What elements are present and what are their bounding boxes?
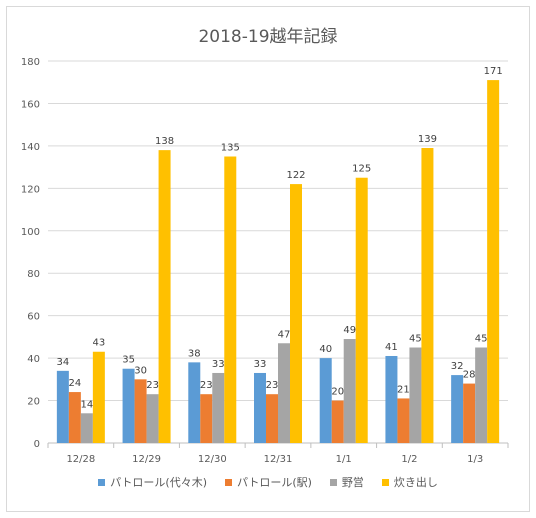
legend-swatch xyxy=(98,478,106,486)
bar-3-12/31 xyxy=(278,343,290,443)
data-label: 125 xyxy=(352,164,371,175)
bar-3-12/30 xyxy=(212,372,225,443)
chart-legend: パトロール(代々木) パトロール(駅) 野営 炊き出し xyxy=(0,474,536,490)
data-label: 33 xyxy=(212,359,225,370)
data-label: 32 xyxy=(451,361,464,372)
bar-2-1/2 xyxy=(397,398,410,443)
x-tick-label: 1/2 xyxy=(401,454,417,465)
bar-2-1/1 xyxy=(331,400,344,443)
y-tick-label: 0 xyxy=(34,439,40,450)
bar-3-1/1 xyxy=(343,339,356,443)
legend-item: 野営 xyxy=(329,474,364,490)
bar-3-12/29 xyxy=(146,394,159,443)
data-label: 23 xyxy=(146,380,159,391)
data-label: 38 xyxy=(188,348,201,359)
x-tick-label: 12/28 xyxy=(66,454,95,465)
bar-2-12/28 xyxy=(68,392,81,443)
legend-item: パトロール(駅) xyxy=(225,474,312,490)
data-label: 45 xyxy=(409,334,422,345)
legend-label: 野営 xyxy=(341,476,364,489)
y-tick-label: 100 xyxy=(21,227,40,238)
x-tick-label: 12/30 xyxy=(198,454,227,465)
bar-4-1/2 xyxy=(421,148,434,443)
bar-1-1/2 xyxy=(385,355,398,443)
data-label: 47 xyxy=(278,329,291,340)
bar-3-1/3 xyxy=(475,347,488,443)
data-label: 23 xyxy=(200,380,213,391)
bar-2-1/3 xyxy=(463,383,476,443)
bar-2-12/31 xyxy=(266,394,278,443)
bar-1-12/29 xyxy=(122,368,135,443)
data-label: 135 xyxy=(221,143,240,154)
x-tick-label: 1/1 xyxy=(336,454,352,465)
data-label: 49 xyxy=(343,325,356,336)
data-label: 21 xyxy=(397,384,410,395)
data-label: 45 xyxy=(475,334,488,345)
bar-4-12/31 xyxy=(290,184,302,444)
bar-2-12/30 xyxy=(200,394,213,443)
data-label: 34 xyxy=(56,357,69,368)
bar-4-1/3 xyxy=(487,80,500,443)
bar-1-12/28 xyxy=(56,370,69,443)
data-label: 40 xyxy=(319,344,332,355)
data-label: 28 xyxy=(463,370,476,381)
chart-title: 2018-19越年記録 xyxy=(198,27,338,47)
y-tick-label: 120 xyxy=(21,184,40,195)
legend-item: パトロール(代々木) xyxy=(98,474,207,490)
data-label: 30 xyxy=(134,365,147,376)
data-label: 14 xyxy=(80,399,93,410)
legend-label: パトロール(代々木) xyxy=(110,476,207,489)
bar-3-1/2 xyxy=(409,347,422,443)
data-label: 23 xyxy=(266,380,279,391)
data-label: 35 xyxy=(122,355,135,366)
data-label: 138 xyxy=(155,136,174,147)
y-tick-label: 140 xyxy=(21,142,40,153)
x-tick-label: 12/29 xyxy=(132,454,161,465)
legend-swatch xyxy=(329,478,337,486)
data-label: 171 xyxy=(484,66,503,77)
bar-1-1/3 xyxy=(451,375,464,443)
legend-item: 炊き出し xyxy=(381,474,438,490)
legend-swatch xyxy=(381,478,389,486)
bar-4-12/30 xyxy=(224,156,237,443)
legend-swatch xyxy=(225,478,232,486)
data-label: 43 xyxy=(92,338,105,349)
x-tick-label: 1/3 xyxy=(467,454,483,465)
y-tick-label: 20 xyxy=(27,397,40,408)
x-tick-label: 12/31 xyxy=(264,454,293,465)
y-tick-label: 160 xyxy=(21,99,40,110)
bar-4-12/29 xyxy=(158,150,171,443)
y-tick-label: 40 xyxy=(27,354,40,365)
y-tick-label: 60 xyxy=(27,312,40,323)
bar-4-1/1 xyxy=(355,177,368,443)
data-label: 139 xyxy=(418,134,437,145)
y-tick-label: 80 xyxy=(27,269,40,280)
bar-1-12/31 xyxy=(254,372,266,443)
data-label: 24 xyxy=(68,378,81,389)
legend-label: 炊き出し xyxy=(393,476,438,489)
bar-2-12/29 xyxy=(134,379,147,443)
bar-1-1/1 xyxy=(319,358,332,443)
bar-1-12/30 xyxy=(188,362,201,443)
data-label: 20 xyxy=(331,387,344,398)
bar-3-12/28 xyxy=(80,413,93,443)
legend-label: パトロール(駅) xyxy=(237,476,312,489)
bar-4-12/28 xyxy=(92,351,105,443)
data-label: 41 xyxy=(385,342,398,353)
y-tick-label: 180 xyxy=(21,57,40,68)
data-label: 33 xyxy=(254,359,267,370)
data-label: 122 xyxy=(286,170,305,181)
